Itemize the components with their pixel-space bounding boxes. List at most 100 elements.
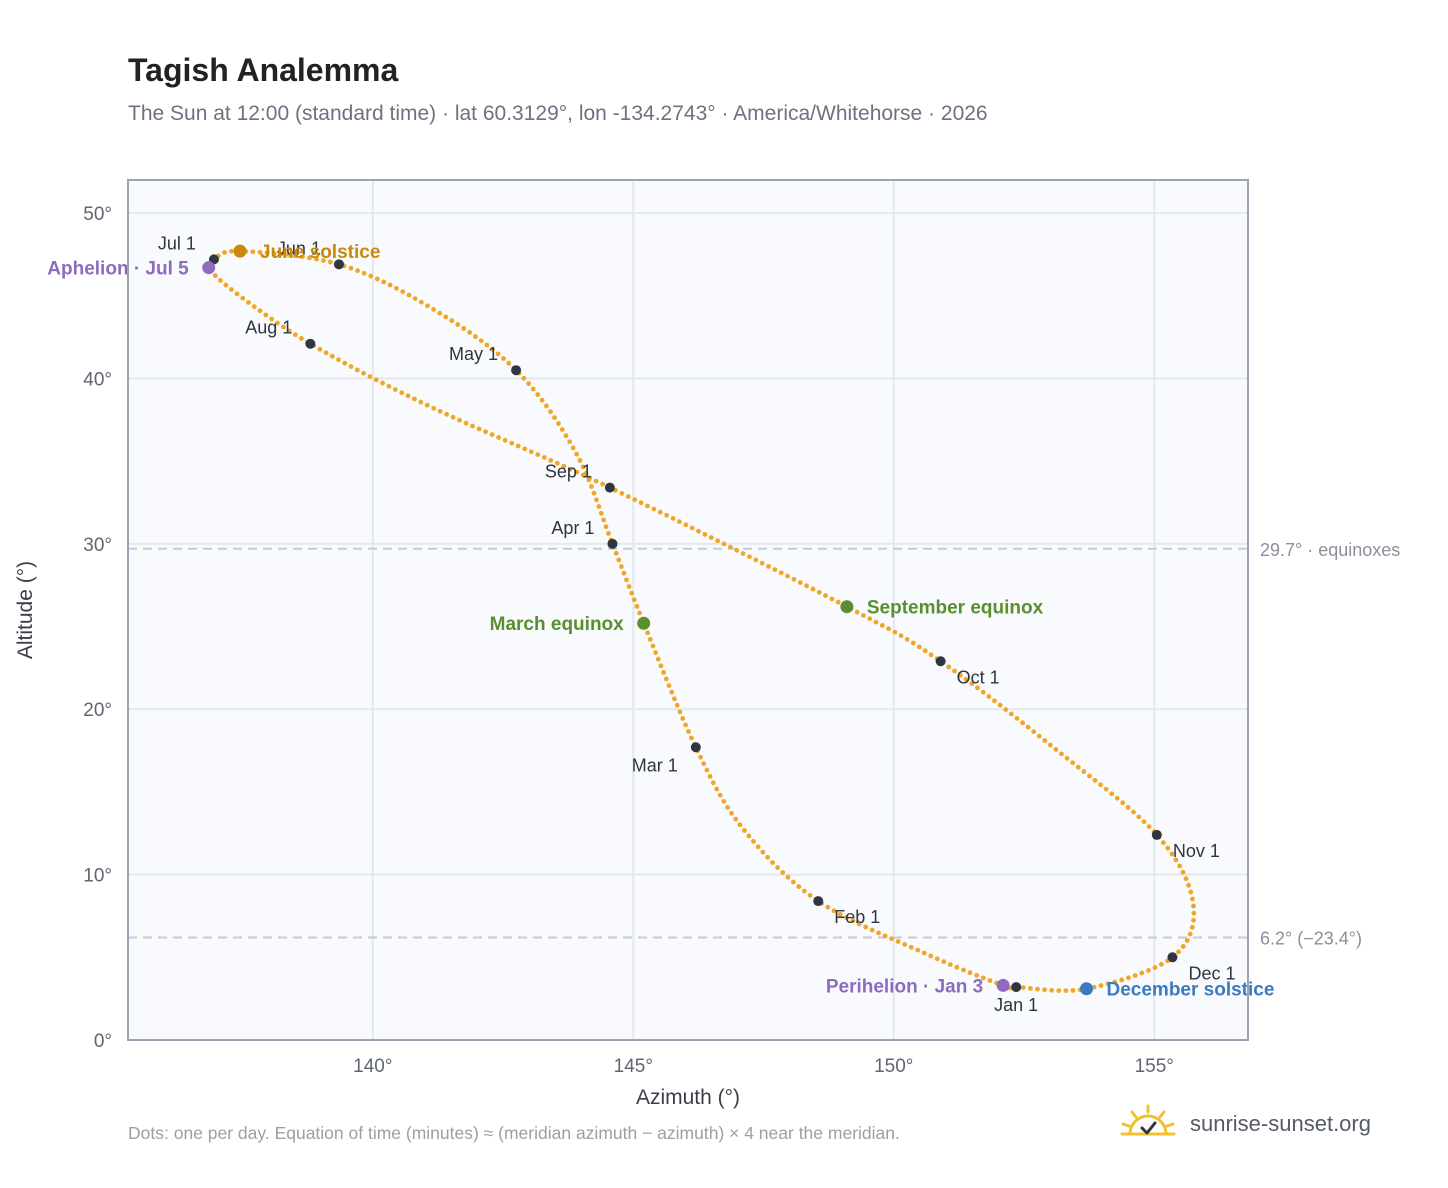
daily-sun-dot	[1008, 711, 1014, 717]
daily-sun-dot	[946, 664, 952, 670]
daily-sun-dot	[954, 964, 960, 970]
daily-sun-dot	[816, 589, 822, 595]
daily-sun-dot	[1139, 970, 1145, 976]
y-tick-label: 30°	[83, 535, 112, 556]
daily-sun-dot	[484, 342, 490, 348]
daily-sun-dot	[831, 908, 837, 914]
brand-logo[interactable]: sunrise-sunset.org	[1120, 1102, 1371, 1146]
daily-sun-dot	[928, 953, 934, 959]
daily-sun-dot	[785, 573, 790, 579]
daily-sun-dot	[1177, 863, 1183, 869]
daily-sun-dot	[638, 500, 644, 506]
reference-line-label: 29.7° · equinoxes	[1260, 540, 1400, 560]
reference-line-label: 6.2° (−23.4°)	[1260, 928, 1362, 948]
daily-sun-dot	[323, 350, 329, 356]
daily-sun-dot	[367, 374, 373, 379]
daily-sun-dot	[361, 270, 367, 276]
month-marker-label: Jan 1	[994, 995, 1038, 1015]
month-marker-dot	[511, 365, 522, 376]
month-marker-dot	[935, 656, 946, 667]
month-marker-dot	[1167, 952, 1178, 963]
daily-sun-dot	[285, 252, 291, 258]
month-marker-label: Aug 1	[245, 318, 292, 338]
daily-sun-dot	[577, 458, 583, 463]
daily-sun-dot	[721, 798, 727, 804]
daily-sun-dot	[373, 377, 379, 383]
daily-sun-dot	[760, 849, 766, 855]
daily-sun-dot	[1146, 968, 1151, 973]
daily-sun-dot	[570, 445, 576, 451]
daily-sun-dot	[1056, 988, 1062, 994]
daily-sun-dot	[882, 933, 888, 939]
daily-sun-dot	[714, 786, 720, 792]
daily-sun-dot	[645, 630, 651, 636]
daily-sun-dot	[425, 303, 430, 309]
daily-sun-dot	[601, 517, 607, 523]
plot-frame	[127, 179, 1249, 1041]
footnote: Dots: one per day. Equation of time (min…	[128, 1123, 900, 1143]
daily-sun-dot	[548, 457, 554, 463]
daily-sun-dot	[867, 616, 873, 622]
y-tick-label: 50°	[83, 204, 112, 225]
daily-sun-dot	[509, 440, 515, 446]
daily-sun-dot	[405, 393, 411, 399]
daily-sun-dot	[734, 547, 740, 553]
daily-sun-dot	[807, 892, 813, 898]
daily-sun-dot	[1053, 747, 1059, 752]
daily-sun-dot	[431, 307, 437, 312]
daily-sun-dot	[746, 833, 752, 839]
daily-sun-dot	[342, 360, 348, 366]
month-marker-label: Dec 1	[1188, 963, 1235, 983]
daily-sun-dot	[823, 593, 828, 598]
daily-sun-dot	[696, 528, 701, 534]
daily-sun-dot	[561, 463, 567, 469]
daily-sun-dot	[400, 289, 406, 295]
daily-sun-dot	[686, 729, 691, 734]
daily-sun-dot	[876, 930, 881, 936]
daily-sun-dot	[619, 491, 625, 496]
daily-sun-dot	[613, 550, 619, 556]
daily-sun-dot	[444, 411, 449, 417]
daily-sun-dot	[889, 936, 895, 942]
daily-sun-dot	[835, 599, 841, 605]
daily-sun-dot	[502, 437, 508, 443]
daily-sun-dot	[314, 256, 319, 262]
daily-sun-dot	[222, 250, 227, 255]
daily-sun-dot	[775, 865, 781, 870]
daily-sun-dot	[1184, 938, 1190, 943]
daily-sun-dot	[658, 663, 664, 669]
daily-sun-dot	[702, 531, 708, 537]
daily-sun-dot	[328, 259, 333, 265]
sun-logo-icon	[1120, 1104, 1176, 1136]
daily-sun-dot	[1027, 985, 1033, 991]
daily-sun-dot	[625, 494, 631, 499]
daily-sun-dot	[631, 597, 637, 603]
daily-sun-dot	[873, 619, 879, 625]
daily-sun-dot	[246, 300, 251, 305]
daily-sun-dot	[292, 253, 298, 259]
daily-sun-dot	[886, 626, 892, 632]
daily-sun-dot	[467, 330, 472, 335]
daily-sun-dot	[1092, 777, 1098, 783]
daily-sun-dot	[449, 318, 455, 324]
daily-sun-dot	[386, 383, 392, 389]
daily-sun-dot	[796, 884, 802, 889]
event-marker-label: September equinox	[867, 598, 1044, 619]
daily-sun-dot	[1191, 917, 1196, 923]
daily-sun-dot	[957, 672, 963, 678]
daily-sun-dot	[624, 577, 629, 583]
daily-sun-dot	[663, 676, 669, 682]
x-axis-label: Azimuth (°)	[636, 1086, 740, 1109]
daily-sun-dot	[1014, 715, 1020, 721]
daily-sun-dot	[661, 670, 666, 675]
daily-sun-dot	[234, 291, 240, 297]
daily-sun-dot	[594, 497, 599, 503]
daily-sun-dot	[1063, 988, 1069, 994]
daily-sun-dot	[1190, 896, 1195, 902]
axes: Azimuth (°) Altitude (°) 140° 145° 150° 155…	[14, 204, 1174, 1109]
daily-sun-dot	[710, 780, 716, 786]
daily-sun-dot	[240, 295, 246, 301]
daily-sun-dot	[969, 681, 975, 687]
x-tick-label: 150°	[874, 1056, 913, 1077]
daily-sun-dot	[1031, 729, 1037, 735]
